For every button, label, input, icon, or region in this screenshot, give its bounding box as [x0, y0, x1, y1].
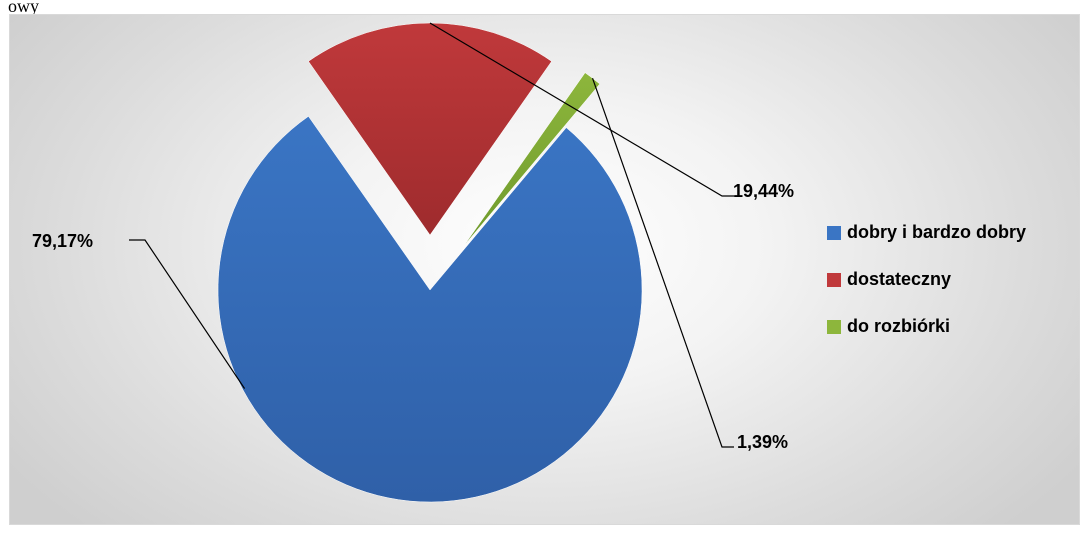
pie-slices — [217, 22, 643, 503]
legend-item-dobry: dobry i bardzo dobry — [827, 218, 1026, 247]
data-label-1: 79,17% — [32, 231, 93, 251]
data-label-2: 19,44% — [733, 181, 794, 201]
legend-swatch — [827, 272, 841, 287]
leader-line-1 — [129, 239, 246, 389]
legend-label: dostateczny — [847, 269, 952, 289]
pie-slice-1 — [217, 115, 643, 503]
legend: dobry i bardzo dobry dostateczny do rozb… — [827, 218, 1026, 359]
legend-label: do rozbiórki — [847, 316, 950, 336]
legend-label: dobry i bardzo dobry — [847, 222, 1027, 242]
leader-line-3 — [591, 77, 734, 448]
legend-item-do-rozbiorki: do rozbiórki — [827, 312, 1026, 341]
pie-slice-3 — [463, 72, 601, 247]
legend-swatch — [827, 319, 841, 334]
data-labels: 79,17% 19,44% 1,39% — [32, 181, 794, 452]
legend-swatch — [827, 225, 841, 240]
leader-line-2 — [429, 22, 734, 197]
legend-item-dostateczny: dostateczny — [827, 265, 1026, 294]
top-text-fragment: owy — [8, 0, 39, 16]
data-label-3: 1,39% — [737, 432, 788, 452]
leader-lines — [129, 22, 734, 448]
